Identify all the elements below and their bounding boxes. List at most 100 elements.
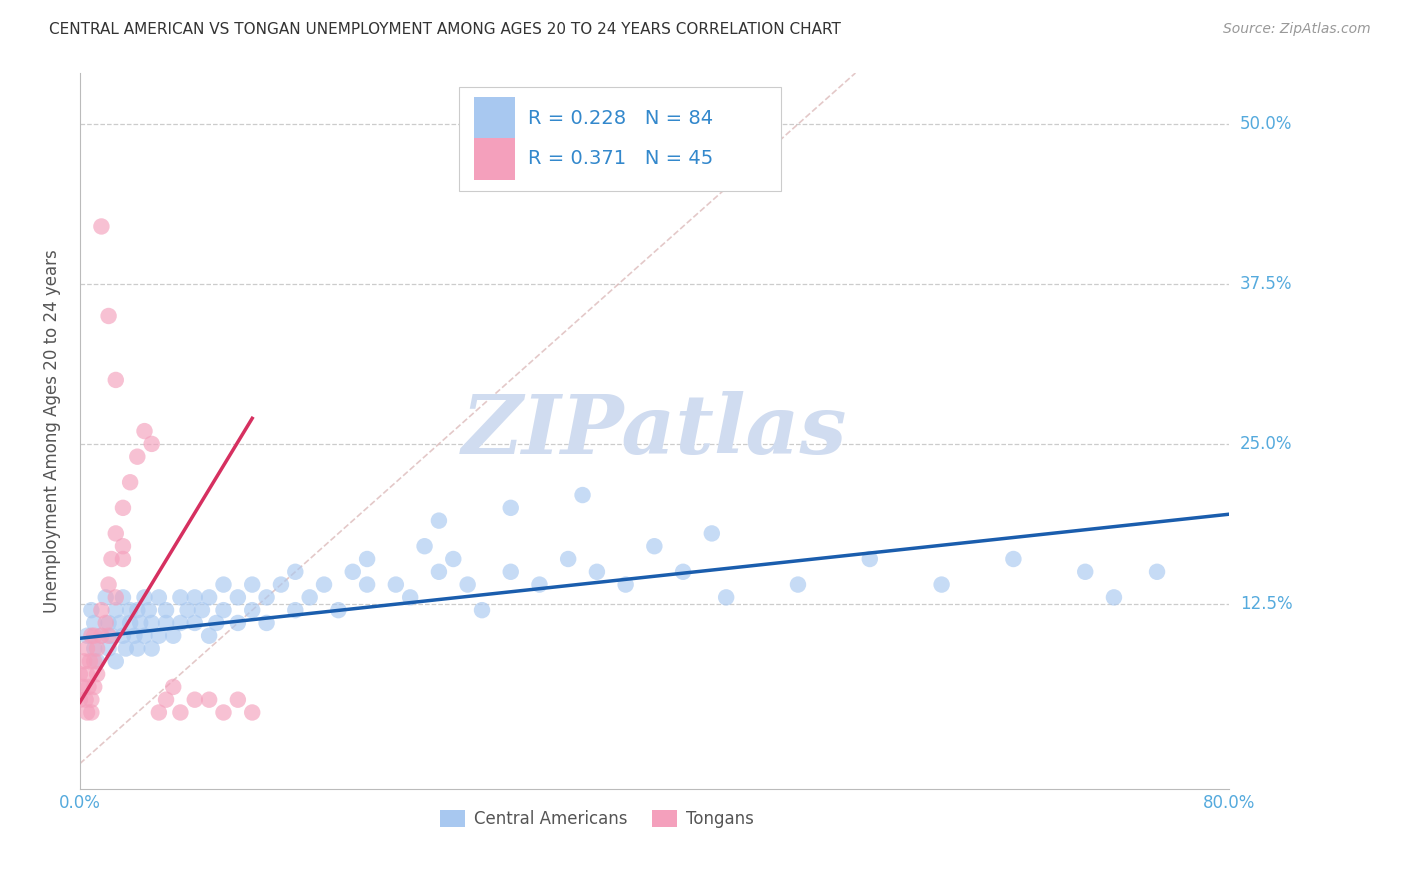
Point — [155, 692, 177, 706]
Point — [256, 591, 278, 605]
Point — [127, 450, 149, 464]
Point — [76, 641, 98, 656]
Point — [457, 577, 479, 591]
Point — [108, 615, 131, 630]
Point — [80, 629, 103, 643]
Point — [298, 591, 321, 605]
Point — [714, 591, 737, 605]
Point — [73, 654, 96, 668]
Text: R = 0.228   N = 84: R = 0.228 N = 84 — [529, 109, 713, 128]
Point — [76, 629, 98, 643]
FancyBboxPatch shape — [474, 137, 516, 180]
Point — [120, 475, 142, 490]
Point — [148, 629, 170, 643]
Point — [127, 603, 149, 617]
Point — [184, 591, 207, 605]
Point — [76, 706, 98, 720]
Point — [385, 577, 408, 591]
Point — [471, 603, 494, 617]
Point — [114, 641, 136, 656]
Point — [198, 692, 221, 706]
Point — [69, 667, 91, 681]
Point — [328, 603, 350, 617]
Point — [134, 629, 156, 643]
Point — [80, 692, 103, 706]
Point — [586, 565, 609, 579]
Point — [184, 692, 207, 706]
Point — [97, 615, 120, 630]
Point — [312, 577, 335, 591]
Point — [672, 565, 695, 579]
Point — [86, 654, 108, 668]
Point — [76, 667, 98, 681]
Point — [787, 577, 810, 591]
Point — [83, 629, 105, 643]
Point — [72, 680, 94, 694]
Point — [83, 654, 105, 668]
Point — [270, 577, 292, 591]
Point — [75, 692, 97, 706]
Point — [104, 373, 127, 387]
Point — [94, 591, 117, 605]
Point — [356, 577, 378, 591]
Point — [127, 641, 149, 656]
Point — [643, 539, 665, 553]
Point — [79, 654, 101, 668]
FancyBboxPatch shape — [458, 87, 780, 191]
Point — [427, 565, 450, 579]
Point — [226, 591, 249, 605]
Point — [97, 309, 120, 323]
Point — [80, 706, 103, 720]
Point — [104, 603, 127, 617]
Point — [86, 667, 108, 681]
Point — [169, 706, 191, 720]
Point — [120, 615, 142, 630]
Point — [256, 615, 278, 630]
Point — [69, 692, 91, 706]
Point — [529, 577, 551, 591]
Point — [226, 692, 249, 706]
Point — [111, 500, 134, 515]
Point — [859, 552, 882, 566]
Point — [148, 706, 170, 720]
Point — [141, 615, 163, 630]
Point — [83, 641, 105, 656]
Point — [614, 577, 637, 591]
Point — [176, 603, 198, 617]
Point — [138, 603, 160, 617]
Point — [155, 603, 177, 617]
Point — [83, 615, 105, 630]
Point — [148, 591, 170, 605]
Point — [427, 514, 450, 528]
Text: ZIPatlas: ZIPatlas — [461, 391, 846, 471]
Legend: Central Americans, Tongans: Central Americans, Tongans — [433, 803, 761, 835]
Point — [120, 603, 142, 617]
Point — [111, 591, 134, 605]
Point — [284, 603, 307, 617]
Point — [342, 565, 364, 579]
Point — [111, 552, 134, 566]
Point — [1074, 565, 1097, 579]
Text: 37.5%: 37.5% — [1240, 275, 1292, 293]
Point — [90, 629, 112, 643]
Point — [97, 629, 120, 643]
Point — [1146, 565, 1168, 579]
Point — [184, 615, 207, 630]
Point — [499, 500, 522, 515]
Point — [104, 526, 127, 541]
Point — [356, 552, 378, 566]
Point — [284, 565, 307, 579]
Point — [413, 539, 436, 553]
Point — [124, 629, 146, 643]
Text: R = 0.371   N = 45: R = 0.371 N = 45 — [529, 150, 713, 169]
Point — [141, 437, 163, 451]
Point — [700, 526, 723, 541]
Point — [191, 603, 214, 617]
Point — [134, 591, 156, 605]
Point — [83, 680, 105, 694]
Point — [1102, 591, 1125, 605]
Point — [90, 603, 112, 617]
Point — [90, 629, 112, 643]
Point — [1002, 552, 1025, 566]
Point — [162, 629, 184, 643]
